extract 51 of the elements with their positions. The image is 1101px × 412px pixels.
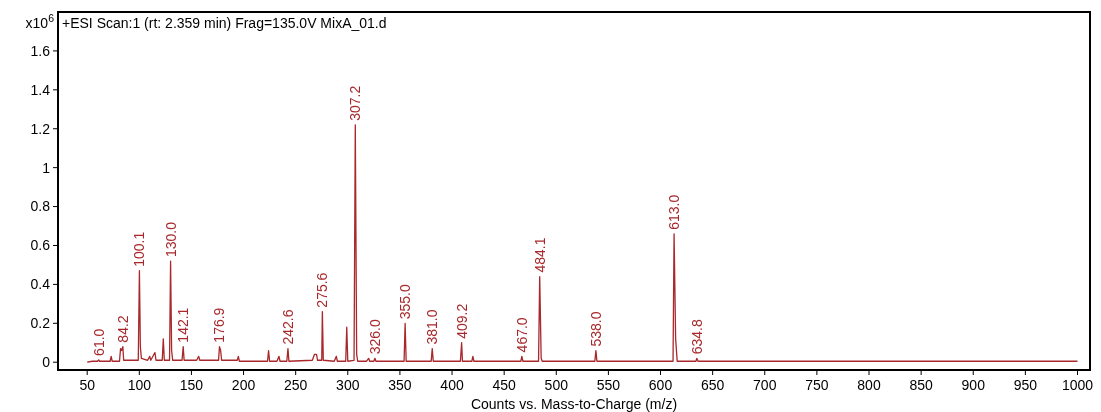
x-tick-label: 500 — [544, 377, 569, 393]
y-tick-label: 1.4 — [30, 81, 51, 98]
x-tick-label: 200 — [231, 377, 256, 393]
line-series — [86, 124, 1079, 363]
annotation: 176.9 — [211, 307, 228, 343]
annotation: 409.2 — [453, 303, 470, 339]
x-tick-label: 300 — [336, 377, 360, 393]
y-tick-label: 0 — [42, 354, 51, 371]
annotation: 484.1 — [531, 237, 548, 273]
annotation: 634.8 — [688, 319, 705, 355]
annotation: 100.1 — [131, 231, 148, 267]
x-tick-label: 650 — [700, 377, 725, 393]
x-tick-label: 850 — [909, 377, 934, 393]
x-tick-label: 150 — [179, 377, 204, 393]
annotation: 84.2 — [114, 315, 131, 343]
x-tick-label: 350 — [388, 377, 412, 393]
y-tick-label: 1.6 — [30, 42, 51, 59]
x-tick-label: 900 — [961, 377, 986, 393]
annotation: 275.6 — [314, 272, 331, 308]
chart-title: +ESI Scan:1 (rt: 2.359 min) Frag=135.0V MixA_01.d — [62, 15, 387, 31]
annotation: 142.1 — [175, 307, 192, 343]
annotation: 326.0 — [366, 319, 383, 355]
x-tick-label: 1000 — [1061, 377, 1094, 393]
y-tick-label: 0.6 — [30, 237, 51, 254]
x-axis-title: Counts vs. Mass-to-Charge (m/z) — [470, 396, 678, 412]
x-tick-label: 750 — [805, 377, 829, 393]
annotation: 538.0 — [587, 311, 604, 347]
y-tick-label: 1.2 — [30, 120, 51, 137]
x-tick-label: 800 — [857, 377, 881, 393]
annotation: 381.0 — [424, 309, 441, 345]
x-tick-label: 950 — [1013, 377, 1038, 393]
x-tick-label: 100 — [127, 377, 152, 393]
x-tick-label: 600 — [648, 377, 673, 393]
annotation: 613.0 — [666, 194, 683, 230]
annotation: 130.0 — [162, 221, 179, 258]
y-tick-label: 1 — [42, 159, 51, 176]
x-tick-label: 550 — [596, 377, 621, 393]
x-tick-label: 250 — [283, 377, 308, 393]
annotation: 61.0 — [90, 328, 107, 356]
x-tick-label: 450 — [492, 377, 517, 393]
y-tick-label: 0.4 — [30, 276, 51, 293]
annotation: 307.2 — [347, 85, 364, 121]
annotation: 242.6 — [279, 309, 296, 345]
y-tick-label: 0.2 — [30, 315, 51, 332]
y-axis-title: x10$^{6}$ — [25, 12, 55, 31]
x-tick-label: 700 — [753, 377, 777, 393]
annotation: 467.0 — [513, 317, 530, 353]
x-tick-label: 50 — [79, 377, 96, 393]
y-tick-label: 0.8 — [30, 198, 51, 215]
annotation: 355.0 — [397, 284, 414, 320]
x-tick-label: 400 — [440, 377, 464, 393]
